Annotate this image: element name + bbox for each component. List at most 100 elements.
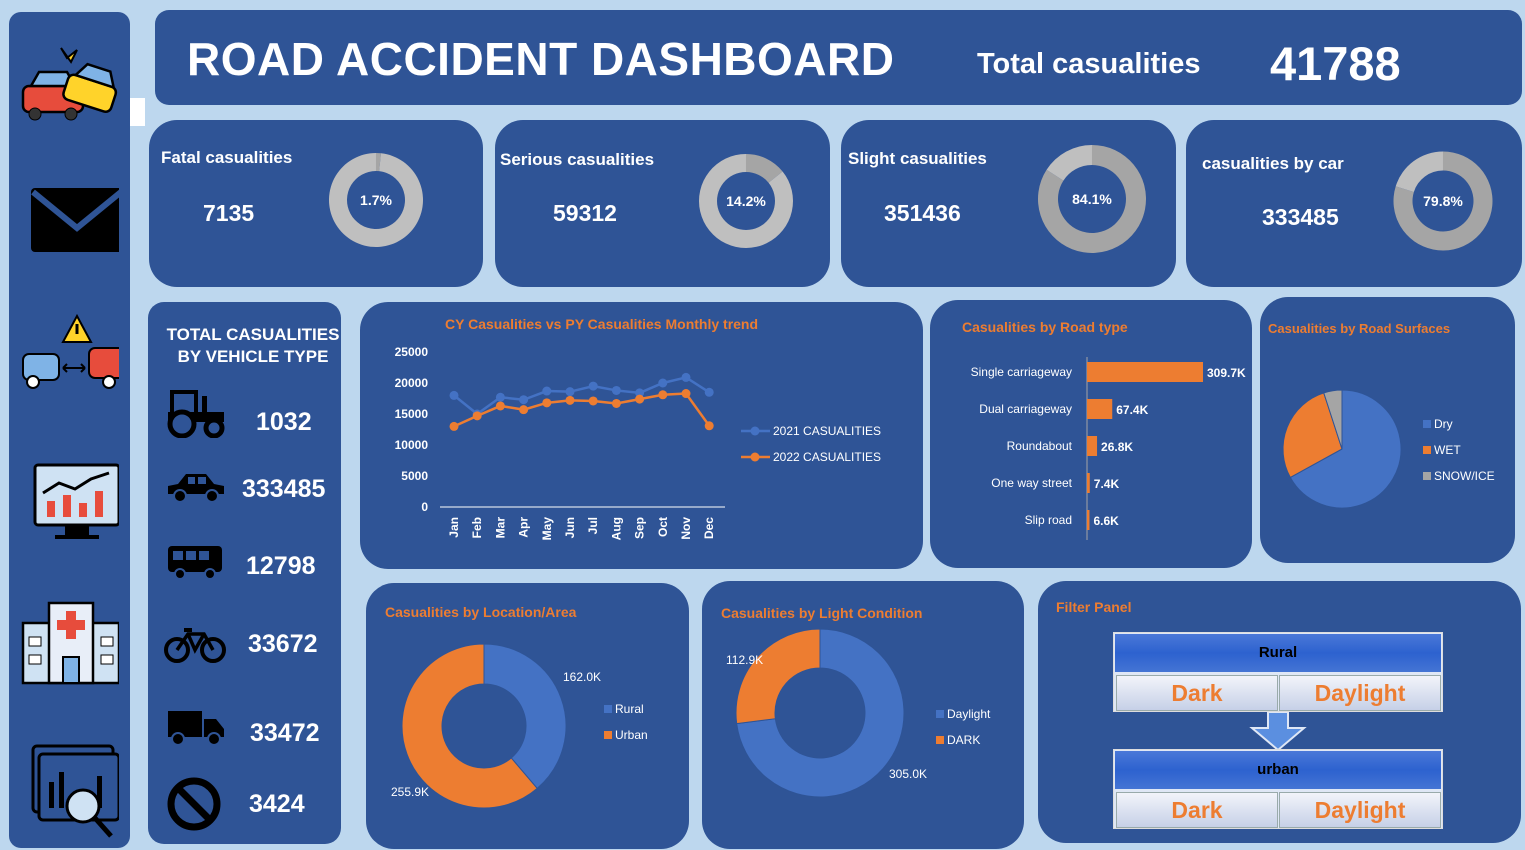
kpi-ring-share [1393,151,1493,251]
series-point [611,398,621,408]
vehicle-value-truck: 33472 [250,719,320,747]
legend-marker [750,426,760,436]
kpi-value: 333485 [1262,204,1339,230]
kpi-card-car[interactable]: casualities by car 333485 79.8% [1186,120,1522,287]
bar [1087,399,1113,419]
bicycle-icon [164,628,226,663]
kpi-donut: 14.2% [699,154,793,248]
dashboard-title: ROAD ACCIDENT DASHBOARD [187,33,895,85]
kpi-card-fatal[interactable]: Fatal casualities 7135 1.7% [149,120,483,287]
car-icon [168,474,224,503]
road-type-chart: Single carriageway 309.7K Dual carriageway… [971,357,1246,540]
legend-swatch [936,710,944,718]
road-surface-panel: Casualities by Road Surfaces Dry WET SNOW/… [1260,297,1515,563]
kpi-percent: 84.1% [1072,191,1112,207]
pie-slice [1282,392,1343,479]
bar-value-label: 26.8K [1101,440,1133,454]
kpi-percent: 79.8% [1423,193,1463,209]
kpi-percent: 1.7% [360,192,392,208]
series-point [542,386,552,396]
kpi-percent: 14.2% [726,193,766,209]
filter-rural-daylight-button[interactable]: Daylight [1279,675,1441,711]
x-tick-label: Dec [702,517,716,539]
no-entry-icon [167,777,221,831]
data-label: 112.9K [726,653,763,667]
x-tick-label: Jan [447,517,461,538]
filter-urban-dark-button[interactable]: Dark [1116,792,1278,828]
bar [1087,473,1090,493]
series-point [681,372,691,382]
series-point [681,389,691,399]
bar-category-label: One way street [991,476,1072,490]
series-point [565,387,575,397]
data-label: 305.0K [889,767,927,781]
filter-rural-dark-button[interactable]: Dark [1116,675,1278,711]
x-tick-label: Sep [633,517,647,539]
y-tick-label: 15000 [395,407,429,421]
legend-label: Daylight [947,707,991,721]
bar [1087,362,1203,382]
kpi-card-serious[interactable]: Serious casualities 59312 14.2% [495,120,830,287]
series-point [658,378,668,388]
total-casualities-value: 41788 [1270,37,1401,90]
arrow-down-icon [1249,712,1307,752]
legend-label: 2022 CASUALITIES [773,450,881,464]
pie-slice [1323,389,1343,450]
legend-label: Rural [615,702,644,716]
series-point [542,398,552,408]
legend-label: 2021 CASUALITIES [773,424,881,438]
vehicle-panel-title-line2: BY VEHICLE TYPE [177,347,329,366]
legend-swatch [604,731,612,739]
chart-title: CY Casualities vs PY Casualities Monthly… [445,316,759,332]
series-point [611,385,621,395]
bar-value-label: 309.7K [1207,366,1246,380]
vehicle-panel-title-line1: TOTAL CASUALITIES [166,325,340,344]
hospital-icon[interactable] [19,597,121,687]
analytics-search-icon[interactable] [19,742,121,838]
vehicle-value-car: 333485 [242,475,326,503]
x-tick-label: Oct [656,517,670,537]
x-tick-label: Nov [679,517,693,540]
chart-title: Casualities by Light Condition [721,605,923,621]
legend-marker [750,452,760,462]
location-area-chart: Rural Urban 162.0K 255.9K [391,643,648,809]
vehicle-value-tractor: 1032 [256,408,312,436]
kpi-donut: 1.7% [329,153,423,247]
y-tick-label: 25000 [395,345,429,359]
series-point [635,388,645,398]
legend-swatch [936,736,944,744]
filter-header-rural[interactable]: Rural [1114,633,1442,673]
data-label: 255.9K [391,785,429,799]
series-point [519,405,529,415]
kpi-ring-rest [699,154,793,248]
bar [1087,436,1098,456]
filter-header-urban[interactable]: urban [1114,750,1442,790]
kpi-ring-share [1038,145,1146,253]
legend-label: SNOW/ICE [1434,469,1495,483]
donut-hole [442,684,526,768]
kpi-ring-rest [1395,151,1443,192]
monitor-chart-icon[interactable] [19,457,121,547]
bar-value-label: 6.6K [1093,514,1119,528]
series-point [658,390,668,400]
series-point [495,401,505,411]
car-crash-icon[interactable] [19,42,119,132]
monthly-trend-panel: CY Casualities vs PY Casualities Monthly… [360,302,923,569]
bar [1087,510,1090,530]
kpi-card-slight[interactable]: Slight casualities 351436 84.1% [841,120,1176,287]
series-point [704,421,714,431]
car-warning-icon[interactable] [19,312,126,402]
series-point [472,411,482,421]
mail-icon[interactable] [19,182,123,272]
kpi-ring-rest [329,153,423,247]
kpi-title: Fatal casualities [161,148,293,167]
legend-swatch [1423,472,1431,480]
filter-panel: Filter Panel Rural Dark Daylight urban D… [1038,581,1521,843]
filter-urban-daylight-button[interactable]: Daylight [1279,792,1441,828]
series-point [635,394,645,404]
x-tick-label: Feb [470,517,484,538]
total-casualities-label: Total casualities [977,48,1201,80]
vehicle-value-bicycle: 33672 [248,630,318,658]
series-point [588,381,598,391]
light-condition-panel: Casualities by Light Condition Daylight D… [702,581,1024,849]
